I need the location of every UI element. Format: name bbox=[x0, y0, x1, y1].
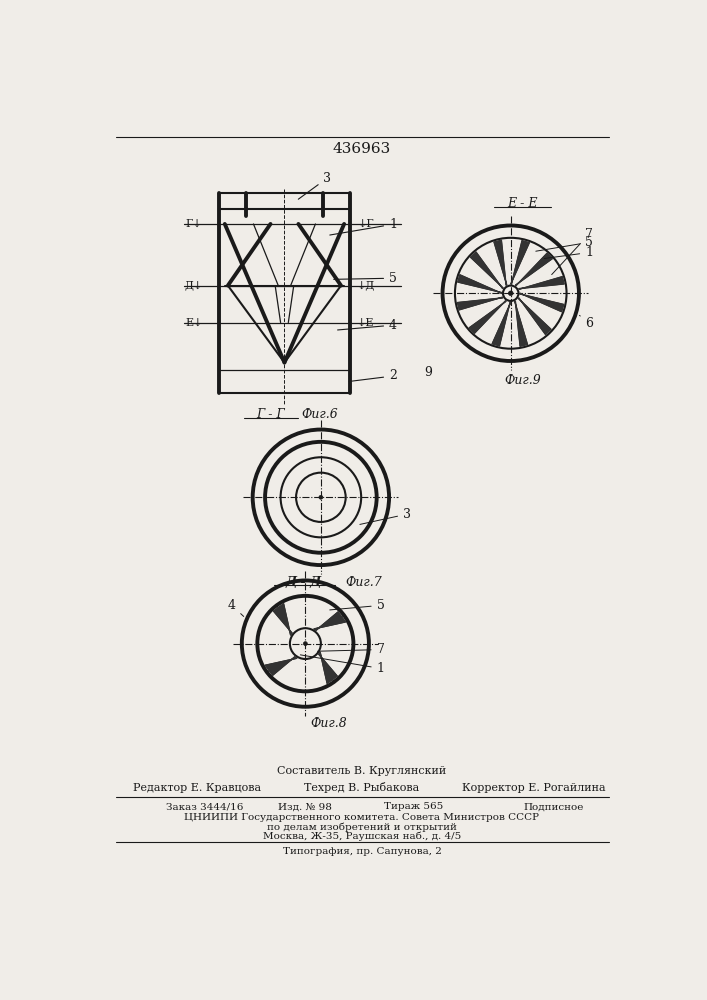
Text: Г - Г: Г - Г bbox=[256, 408, 285, 421]
Text: 5: 5 bbox=[334, 272, 397, 285]
Text: 7: 7 bbox=[551, 228, 593, 275]
Text: Фиг.8: Фиг.8 bbox=[310, 717, 347, 730]
Text: Подписное: Подписное bbox=[523, 802, 583, 811]
Polygon shape bbox=[494, 240, 507, 285]
Text: Корректор Е. Рогайлина: Корректор Е. Рогайлина bbox=[462, 783, 606, 793]
Text: Техред В. Рыбакова: Техред В. Рыбакова bbox=[304, 782, 419, 793]
Polygon shape bbox=[469, 301, 506, 333]
Text: Г↓: Г↓ bbox=[185, 219, 202, 229]
Polygon shape bbox=[319, 652, 337, 684]
Text: Д↓: Д↓ bbox=[185, 281, 203, 291]
Text: 4: 4 bbox=[228, 599, 244, 616]
Text: Заказ 3444/16: Заказ 3444/16 bbox=[166, 802, 243, 811]
Text: ЦНИИПИ Государственного комитета. Совета Министров СССР: ЦНИИПИ Государственного комитета. Совета… bbox=[185, 813, 539, 822]
Text: 1: 1 bbox=[330, 218, 397, 235]
Text: ↓Е: ↓Е bbox=[357, 318, 375, 328]
Text: Изд. № 98: Изд. № 98 bbox=[279, 802, 332, 811]
Polygon shape bbox=[515, 253, 552, 286]
Polygon shape bbox=[515, 301, 527, 346]
Text: 2: 2 bbox=[349, 369, 397, 382]
Text: 436963: 436963 bbox=[333, 142, 391, 156]
Text: ↓Д: ↓Д bbox=[356, 281, 375, 291]
Text: 1: 1 bbox=[300, 655, 385, 675]
Text: Редактор Е. Кравцова: Редактор Е. Кравцова bbox=[133, 783, 261, 793]
Polygon shape bbox=[510, 241, 530, 284]
Text: 9: 9 bbox=[425, 366, 433, 379]
Text: 7: 7 bbox=[317, 643, 385, 656]
Text: Москва, Ж-35, Раушская наб., д. 4/5: Москва, Ж-35, Раушская наб., д. 4/5 bbox=[263, 831, 461, 841]
Text: 4: 4 bbox=[337, 319, 397, 332]
Circle shape bbox=[319, 495, 323, 499]
Text: Фиг.9: Фиг.9 bbox=[504, 374, 541, 387]
Text: Фиг.6: Фиг.6 bbox=[301, 408, 338, 421]
Text: 1: 1 bbox=[544, 246, 593, 259]
Text: 3: 3 bbox=[360, 508, 411, 524]
Text: 5: 5 bbox=[536, 236, 593, 251]
Text: Е - Е: Е - Е bbox=[507, 197, 537, 210]
Polygon shape bbox=[265, 657, 297, 675]
Text: Д - Д: Д - Д bbox=[286, 576, 322, 588]
Text: Тираж 565: Тираж 565 bbox=[384, 802, 443, 811]
Polygon shape bbox=[519, 277, 564, 289]
Polygon shape bbox=[457, 297, 503, 310]
Circle shape bbox=[303, 642, 308, 646]
Polygon shape bbox=[470, 252, 503, 289]
Polygon shape bbox=[492, 302, 510, 346]
Circle shape bbox=[508, 291, 513, 296]
Polygon shape bbox=[457, 275, 501, 293]
Text: Составитель В. Круглянский: Составитель В. Круглянский bbox=[277, 766, 447, 776]
Text: по делам изобретений и открытий: по делам изобретений и открытий bbox=[267, 822, 457, 832]
Polygon shape bbox=[520, 293, 563, 312]
Text: 5: 5 bbox=[329, 599, 385, 612]
Polygon shape bbox=[274, 604, 292, 635]
Text: ↓Г: ↓Г bbox=[358, 219, 374, 229]
Text: Типография, пр. Сапунова, 2: Типография, пр. Сапунова, 2 bbox=[283, 847, 441, 856]
Text: Фиг.7: Фиг.7 bbox=[345, 576, 382, 588]
Text: 6: 6 bbox=[580, 315, 593, 330]
Text: 3: 3 bbox=[298, 172, 331, 199]
Text: Е↓: Е↓ bbox=[185, 318, 202, 328]
Polygon shape bbox=[518, 298, 551, 335]
Polygon shape bbox=[314, 612, 346, 630]
